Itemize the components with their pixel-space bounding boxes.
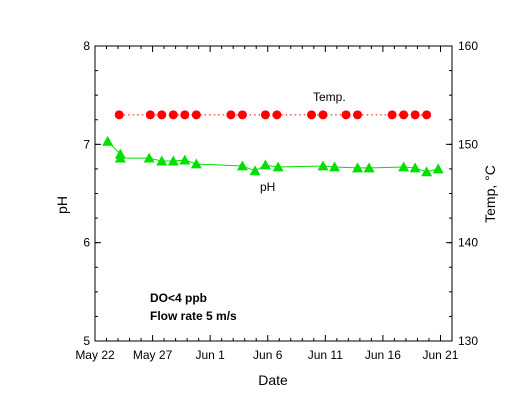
ph-point [259,159,271,170]
x-tick-label: Jun 11 [308,348,343,362]
x-tick-label: May 22 [75,348,115,362]
ph-point [432,163,444,174]
ph-point [179,154,191,165]
ph-point [236,160,248,171]
ph-point [421,166,433,177]
right-y-axis-label: Temp, °C [482,165,498,223]
x-axis-label: Date [258,372,288,388]
x-tick-label: May 27 [133,348,173,362]
temp-series [114,110,432,120]
ph-point [398,161,410,172]
ph-point [114,152,126,163]
temp-point [114,110,124,120]
x-axis-ticks: May 22 May 27 Jun 1 Jun 6 Jun 11 Jun 16 Jun 21 [75,46,459,362]
right-y-tick-label: 160 [458,39,478,53]
flow-rate-annotation: Flow rate 5 m/s [150,309,237,323]
temp-point [145,110,155,120]
right-y-tick-label: 130 [458,334,478,348]
temp-point [226,110,236,120]
right-y-tick-label: 150 [458,137,478,151]
temp-series-label: Temp. [313,90,346,104]
ph-point [409,162,421,173]
right-y-axis-ticks: 130 140 150 160 [446,39,478,348]
left-y-axis-label: pH [54,196,70,214]
temp-point [410,110,420,120]
right-y-tick-label: 140 [458,236,478,250]
ph-point [102,135,114,146]
ph-point [363,162,375,173]
plot-area [94,45,453,342]
left-y-tick-label: 6 [83,236,90,250]
left-y-axis-ticks: 5 6 7 8 [83,39,101,348]
ph-point [352,162,364,173]
left-y-tick-label: 8 [83,39,90,53]
ph-series-label: pH [260,180,275,194]
temp-point [157,110,167,120]
ph-point [249,165,261,176]
ph-point [329,161,341,172]
ph-point [272,161,284,172]
ph-point [143,152,155,163]
do-annotation: DO<4 ppb [150,291,207,305]
temp-point [422,110,432,120]
temp-point [260,110,270,120]
x-tick-label: Jun 21 [422,348,458,362]
temp-point [387,110,397,120]
temp-point [341,110,351,120]
temp-point [307,110,317,120]
temp-point [353,110,363,120]
temp-point [237,110,247,120]
ph-point [156,155,168,166]
x-tick-label: Jun 6 [253,348,283,362]
x-tick-label: Jun 16 [365,348,401,362]
temp-point [168,110,178,120]
ph-point [190,158,202,169]
temp-point [180,110,190,120]
temp-point [191,110,201,120]
left-y-tick-label: 5 [83,334,90,348]
ph-point [317,160,329,171]
temp-point [272,110,282,120]
temp-point [399,110,409,120]
ph-point [167,155,179,166]
x-tick-label: Jun 1 [195,348,225,362]
ph-series [102,135,444,177]
left-y-tick-label: 7 [83,137,90,151]
temp-point [318,110,328,120]
